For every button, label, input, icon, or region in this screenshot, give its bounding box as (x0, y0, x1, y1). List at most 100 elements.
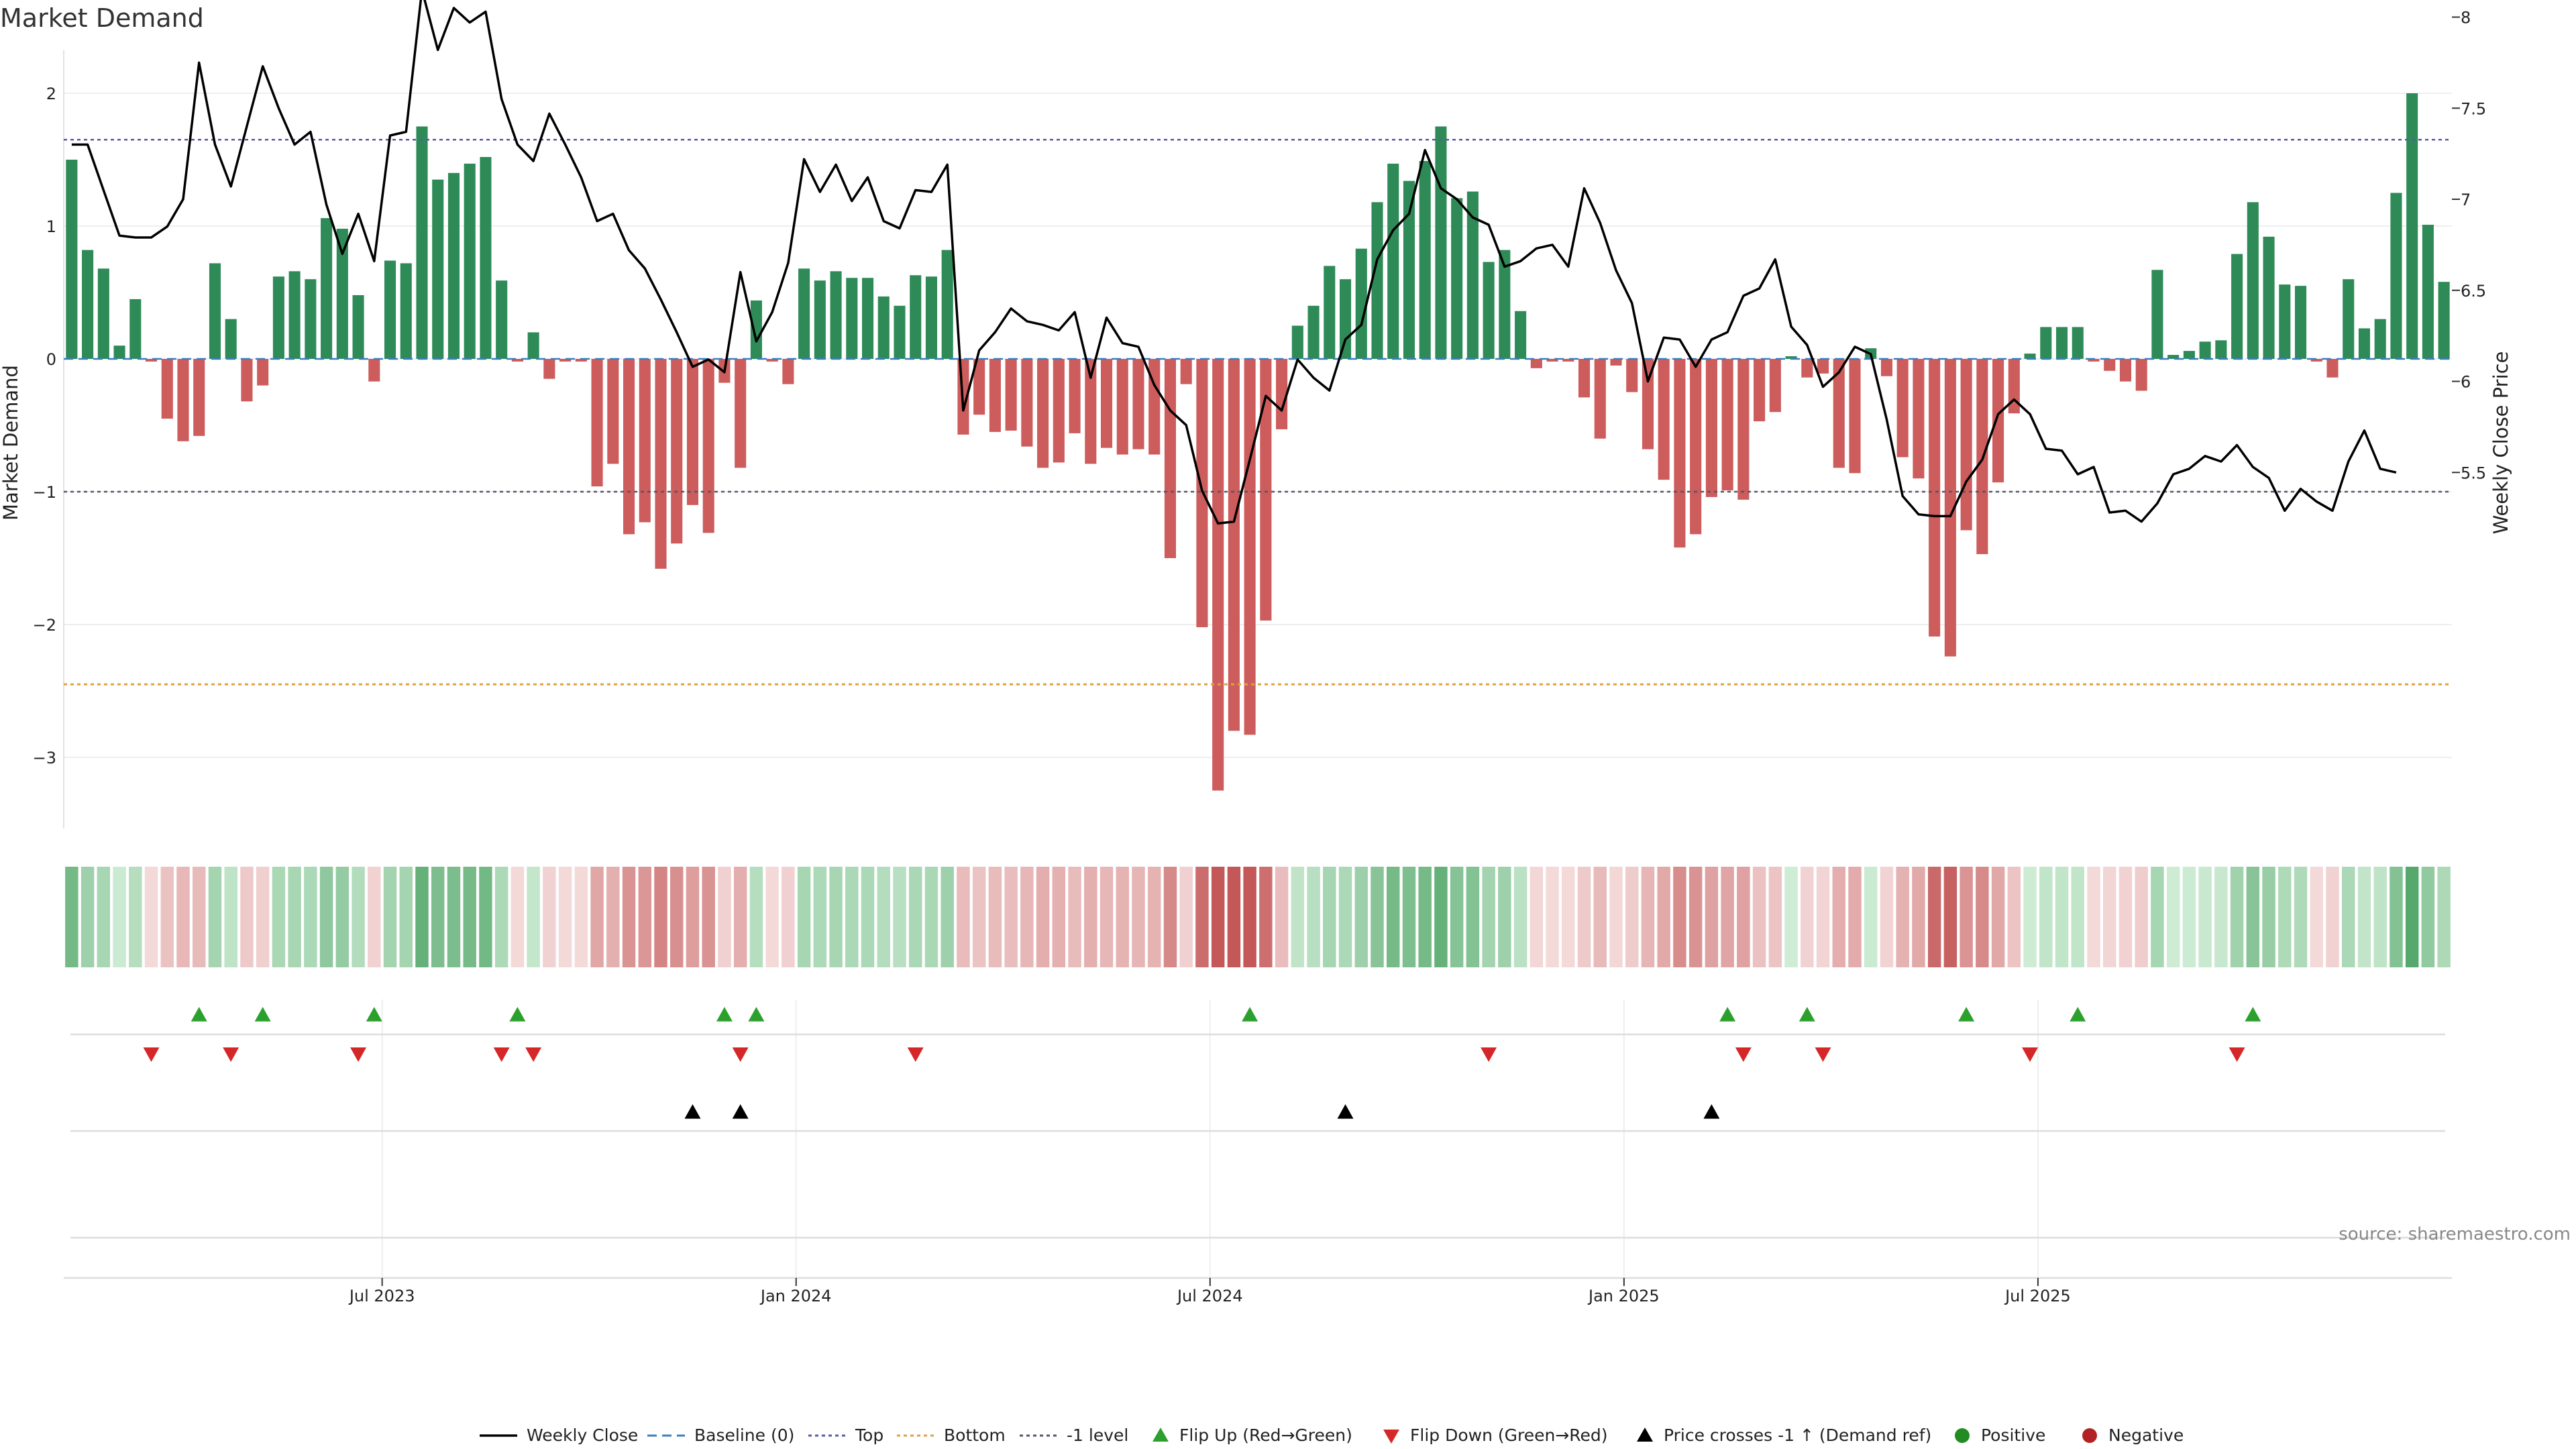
strip-cell-148 (2421, 867, 2435, 967)
strip-cell-52 (893, 867, 906, 967)
chart-title: Market Demand (0, 3, 204, 33)
demand-bar-26 (480, 157, 492, 360)
strip-cell-35 (622, 867, 636, 967)
strip-cell-27 (494, 867, 508, 967)
strip-cell-0 (65, 867, 78, 967)
demand-bar-62 (1053, 359, 1065, 463)
strip-cell-76 (1275, 867, 1289, 967)
strip-cell-110 (1816, 867, 1830, 967)
demand-bar-10 (225, 319, 237, 359)
strip-cell-55 (941, 867, 954, 967)
strip-cell-109 (1801, 867, 1814, 967)
strip-cell-122 (2007, 867, 2021, 967)
demand-bar-35 (623, 359, 635, 535)
strip-cell-30 (543, 867, 556, 967)
x-axis-ticks: Jul 2023 Jan 2024 Jul 2024 Jan 2025 Jul 2025 (348, 1278, 2071, 1305)
demand-bar-53 (910, 275, 922, 359)
strip-cell-136 (2230, 867, 2244, 967)
strip-cell-127 (2087, 867, 2100, 967)
strip-cell-59 (1004, 867, 1018, 967)
demand-bar-1 (82, 250, 94, 359)
demand-bar-28 (511, 359, 523, 362)
x-tick-0: Jul 2023 (348, 1287, 415, 1305)
demand-bar-37 (655, 359, 667, 569)
demand-bar-87 (1451, 198, 1463, 359)
strip-cell-135 (2214, 867, 2228, 967)
strip-cell-119 (1960, 867, 1973, 967)
flip-down-marker-4 (525, 1047, 542, 1062)
demand-bar-60 (1021, 359, 1033, 447)
demand-bar-43 (750, 300, 762, 359)
demand-bar-92 (1530, 359, 1542, 368)
strip-cell-133 (2182, 867, 2196, 967)
flip-up-marker-8 (1799, 1007, 1815, 1022)
strip-cell-145 (2373, 867, 2387, 967)
strip-cell-14 (288, 867, 301, 967)
y2-tick-5: 5.5 (2461, 464, 2486, 482)
strip-cell-100 (1657, 867, 1670, 967)
strip-cell-34 (606, 867, 620, 967)
reference-lines (64, 139, 2452, 686)
flip-up-marker-5 (748, 1007, 765, 1022)
strip-cell-74 (1243, 867, 1256, 967)
demand-bar-74 (1244, 359, 1256, 735)
y-tick-1: 1 (46, 217, 56, 236)
strip-cell-67 (1132, 867, 1145, 967)
demand-bar-118 (1944, 359, 1956, 657)
strip-cell-24 (447, 867, 461, 967)
demand-bar-7 (177, 359, 189, 441)
flip-up-marker-11 (2245, 1007, 2261, 1022)
strip-cell-70 (1179, 867, 1193, 967)
demand-bar-148 (2422, 225, 2434, 359)
y-tick-5: −3 (33, 749, 56, 767)
strip-cell-149 (2437, 867, 2451, 967)
legend-label-bottom: Bottom (944, 1426, 1006, 1445)
flip-down-marker-6 (907, 1047, 924, 1062)
demand-bar-34 (607, 359, 619, 464)
demand-bar-52 (894, 305, 906, 359)
strip-cell-142 (2326, 867, 2339, 967)
strip-cell-123 (2023, 867, 2037, 967)
strip-cell-32 (574, 867, 588, 967)
strip-cell-103 (1705, 867, 1719, 967)
strip-cell-82 (1371, 867, 1384, 967)
strip-cell-54 (924, 867, 938, 967)
strip-cell-7 (176, 867, 190, 967)
strip-cell-77 (1291, 867, 1305, 967)
strip-cell-31 (558, 867, 572, 967)
strip-cell-141 (2310, 867, 2323, 967)
strip-cell-106 (1752, 867, 1766, 967)
strip-cell-69 (1163, 867, 1177, 967)
strip-cell-137 (2246, 867, 2260, 967)
strip-cell-40 (702, 867, 715, 967)
demand-bar-103 (1705, 359, 1717, 497)
strip-cell-66 (1116, 867, 1129, 967)
legend-label-baseline: Baseline (0) (694, 1426, 794, 1445)
strip-cell-105 (1737, 867, 1750, 967)
strip-cell-6 (160, 867, 174, 967)
demand-bar-50 (861, 278, 874, 359)
legend-label-negative: Negative (2108, 1426, 2184, 1445)
strip-cell-83 (1387, 867, 1400, 967)
signal-panels (64, 1007, 2452, 1279)
demand-bar-134 (2199, 341, 2211, 359)
demand-bar-59 (1005, 359, 1017, 431)
strip-cell-121 (1991, 867, 2005, 967)
strip-cell-113 (1864, 867, 1878, 967)
strip-cell-20 (383, 867, 397, 967)
demand-bar-127 (2088, 359, 2100, 362)
demand-bars (66, 93, 2450, 791)
demand-bar-32 (575, 359, 587, 362)
demand-bar-77 (1291, 325, 1303, 359)
price-cross-marker-1 (732, 1104, 749, 1119)
demand-bar-105 (1737, 359, 1750, 500)
strip-cell-132 (2166, 867, 2180, 967)
demand-bar-123 (2024, 354, 2036, 359)
demand-bar-70 (1180, 359, 1192, 384)
demand-bar-112 (1849, 359, 1861, 474)
strip-cell-120 (1976, 867, 1989, 967)
strip-cell-72 (1211, 867, 1225, 967)
demand-bar-5 (145, 359, 158, 362)
x-tick-3: Jan 2025 (1587, 1287, 1660, 1305)
